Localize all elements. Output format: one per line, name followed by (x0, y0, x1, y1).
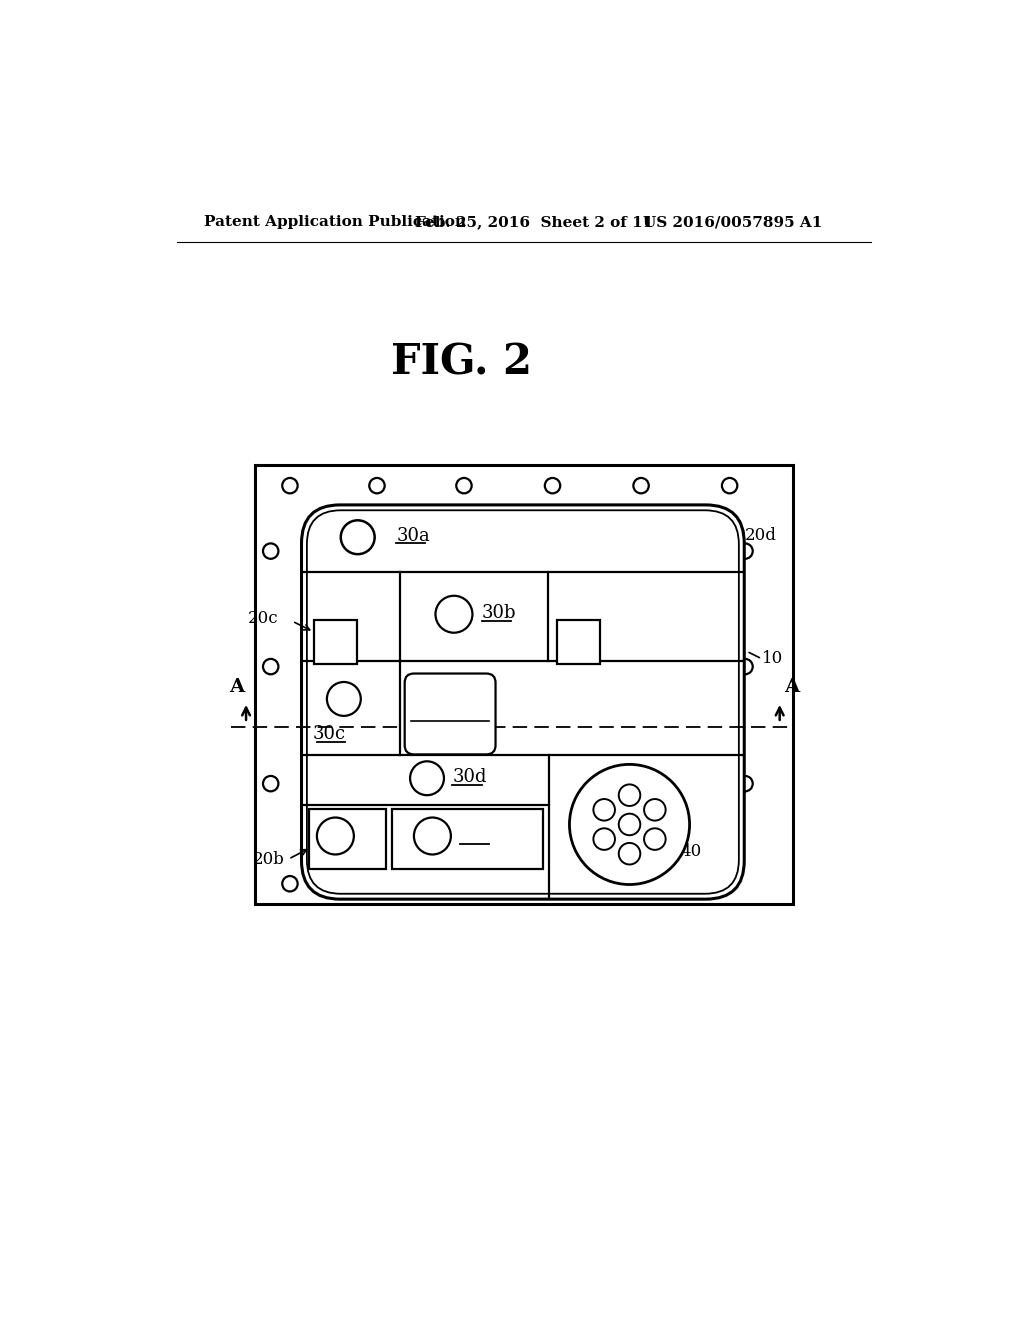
Text: FIG. 2: FIG. 2 (391, 342, 532, 383)
Circle shape (327, 682, 360, 715)
Text: 10: 10 (762, 651, 783, 668)
Circle shape (263, 776, 279, 792)
Circle shape (283, 876, 298, 891)
Bar (255, 465, 793, 904)
Text: US 2016/0057895 A1: US 2016/0057895 A1 (643, 215, 822, 230)
Circle shape (634, 478, 649, 494)
Bar (392, 809, 543, 869)
Circle shape (316, 817, 354, 854)
Circle shape (263, 659, 279, 675)
Text: 20b: 20b (253, 850, 285, 867)
Circle shape (644, 799, 666, 821)
Text: 40: 40 (680, 843, 701, 859)
Circle shape (737, 659, 753, 675)
Text: A: A (783, 678, 799, 696)
Bar (309, 809, 386, 869)
Circle shape (618, 843, 640, 865)
Circle shape (457, 478, 472, 494)
Text: 30d: 30d (453, 768, 487, 785)
Circle shape (545, 876, 560, 891)
Text: Patent Application Publication: Patent Application Publication (204, 215, 466, 230)
Bar (313, 620, 357, 664)
Text: Feb. 25, 2016  Sheet 2 of 11: Feb. 25, 2016 Sheet 2 of 11 (416, 215, 654, 230)
Circle shape (457, 876, 472, 891)
Circle shape (263, 544, 279, 558)
Circle shape (644, 829, 666, 850)
FancyBboxPatch shape (404, 673, 496, 755)
Bar (557, 620, 600, 664)
Text: 20d: 20d (745, 527, 777, 544)
Circle shape (435, 595, 472, 632)
Text: 30c: 30c (312, 726, 346, 743)
Text: 30b: 30b (481, 603, 516, 622)
Circle shape (569, 764, 689, 884)
Circle shape (341, 520, 375, 554)
Circle shape (410, 762, 444, 795)
FancyBboxPatch shape (301, 506, 744, 899)
Circle shape (545, 478, 560, 494)
Circle shape (737, 776, 753, 792)
Circle shape (618, 813, 640, 836)
Circle shape (618, 784, 640, 807)
Text: 20a: 20a (434, 705, 466, 722)
Text: 20c: 20c (248, 610, 279, 627)
Circle shape (593, 829, 615, 850)
Circle shape (593, 799, 615, 821)
Circle shape (283, 478, 298, 494)
Circle shape (370, 478, 385, 494)
Circle shape (634, 876, 649, 891)
Circle shape (722, 478, 737, 494)
Text: A: A (229, 678, 245, 696)
Circle shape (737, 544, 753, 558)
Text: 30a: 30a (396, 527, 430, 545)
Circle shape (414, 817, 451, 854)
Text: 30e: 30e (460, 825, 494, 843)
Circle shape (370, 876, 385, 891)
Circle shape (722, 876, 737, 891)
